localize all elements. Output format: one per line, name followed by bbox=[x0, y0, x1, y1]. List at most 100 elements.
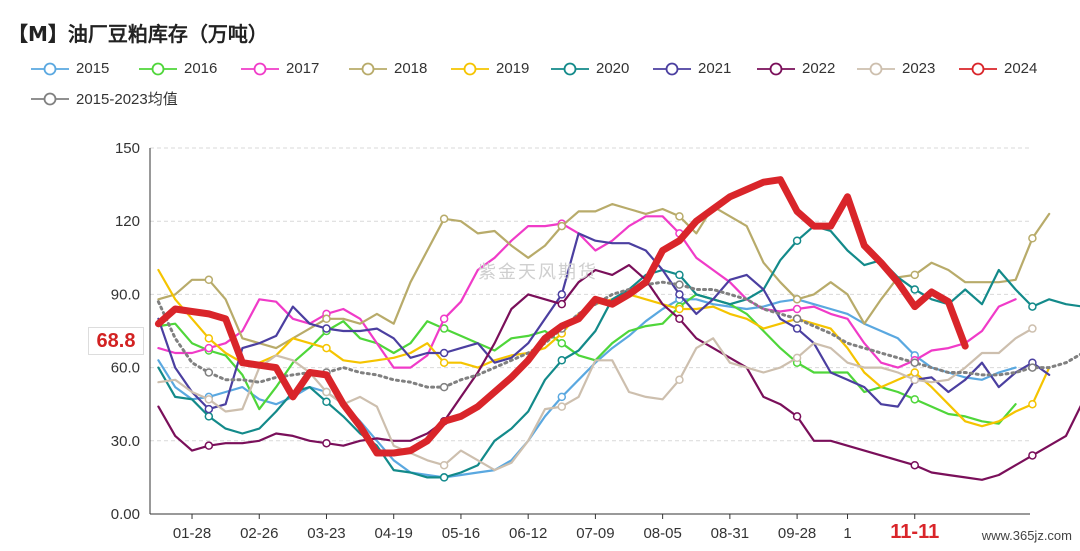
data-point-2022 bbox=[675, 314, 684, 324]
data-point-2015 bbox=[557, 392, 567, 402]
y-tick-label: 30.0 bbox=[111, 433, 140, 450]
y-tick-label: 120 bbox=[115, 213, 140, 230]
series-line-2020 bbox=[157, 225, 1080, 479]
data-point-2019 bbox=[204, 334, 214, 343]
site-watermark: www.365jz.com bbox=[981, 528, 1072, 543]
x-tick-label: 08-05 bbox=[643, 525, 681, 542]
data-point-2019 bbox=[675, 304, 684, 314]
data-point-avg bbox=[204, 368, 214, 377]
center-watermark: 紫金天风期货 bbox=[478, 262, 598, 283]
legend-item-2018[interactable]: 2018 bbox=[348, 60, 427, 77]
legend-symbol-icon bbox=[139, 62, 177, 75]
legend-label: 2018 bbox=[394, 60, 428, 77]
data-point-2023 bbox=[910, 375, 919, 385]
series-line-2018 bbox=[157, 203, 1051, 350]
legend-symbol-icon bbox=[653, 62, 691, 75]
data-point-avg bbox=[1028, 363, 1037, 372]
legend-symbol-icon bbox=[551, 62, 589, 75]
data-point-2020 bbox=[204, 412, 214, 421]
x-tick-label: 09-28 bbox=[778, 525, 816, 542]
x-tick-label: 04-19 bbox=[375, 525, 413, 542]
legend-symbol-icon bbox=[857, 62, 895, 75]
legend-item-avg[interactable]: 2015-2023均值 bbox=[30, 88, 178, 109]
data-point-2016 bbox=[910, 395, 919, 404]
data-point-2020 bbox=[557, 356, 567, 365]
legend-symbol-icon bbox=[959, 62, 997, 75]
data-point-2021 bbox=[204, 404, 214, 414]
data-point-2017 bbox=[792, 304, 802, 314]
data-point-2022 bbox=[557, 299, 567, 309]
data-point-2018 bbox=[439, 214, 449, 224]
x-tick-label: 06-12 bbox=[509, 525, 547, 542]
y-tick-label: 0.00 bbox=[111, 506, 140, 523]
data-point-2022 bbox=[1028, 451, 1037, 460]
data-point-2018 bbox=[557, 221, 567, 231]
series-line-2023 bbox=[157, 327, 1034, 472]
data-point-2023 bbox=[439, 460, 449, 470]
y-tick-label: 90.0 bbox=[111, 286, 140, 303]
data-point-2019 bbox=[1028, 399, 1037, 409]
data-point-2020 bbox=[910, 285, 919, 294]
legend-label: 2016 bbox=[184, 60, 218, 77]
legend-item-2022[interactable]: 2022 bbox=[756, 60, 835, 77]
data-point-2017 bbox=[439, 314, 449, 324]
data-point-2019 bbox=[910, 368, 919, 377]
legend-label: 2022 bbox=[802, 60, 836, 77]
legend-label: 2024 bbox=[1004, 60, 1038, 77]
data-point-2018 bbox=[910, 270, 919, 280]
data-point-2021 bbox=[675, 290, 684, 299]
series-line-2015 bbox=[157, 298, 1017, 479]
data-point-2018 bbox=[792, 295, 802, 304]
data-point-avg bbox=[910, 358, 919, 367]
legend-symbol-icon bbox=[451, 62, 489, 75]
y-tick-label: 150 bbox=[115, 140, 140, 157]
data-point-2018 bbox=[204, 275, 214, 285]
legend-item-2024[interactable]: 2024 bbox=[958, 60, 1037, 77]
legend-item-2023[interactable]: 2023 bbox=[856, 60, 935, 77]
series-line-2016 bbox=[157, 293, 1017, 425]
y-tick-label: 60.0 bbox=[111, 360, 140, 377]
legend-item-2017[interactable]: 2017 bbox=[240, 60, 319, 77]
legend-label: 2017 bbox=[286, 60, 320, 77]
data-point-2023 bbox=[1028, 324, 1037, 333]
data-point-2020 bbox=[439, 473, 449, 482]
data-point-2019 bbox=[439, 358, 449, 367]
data-point-2017 bbox=[204, 343, 214, 353]
x-tick-label: 08-31 bbox=[711, 525, 749, 542]
data-point-2018 bbox=[1028, 234, 1037, 243]
series-line-2017 bbox=[157, 215, 1017, 369]
data-point-2021 bbox=[557, 290, 567, 299]
data-point-2023 bbox=[204, 395, 214, 404]
x-tick-label: 05-16 bbox=[442, 525, 480, 542]
series-line-2021 bbox=[157, 232, 1051, 411]
data-point-2019 bbox=[322, 343, 331, 353]
x-tick-label: 02-26 bbox=[240, 525, 278, 542]
legend-item-2015[interactable]: 2015 bbox=[30, 60, 109, 77]
data-point-2021 bbox=[792, 324, 802, 333]
legend-label: 2021 bbox=[698, 60, 732, 77]
legend-item-2016[interactable]: 2016 bbox=[138, 60, 217, 77]
data-point-2022 bbox=[792, 412, 802, 421]
legend-label: 2015 bbox=[76, 60, 110, 77]
series-line-2024 bbox=[154, 176, 969, 457]
series-line-2022 bbox=[157, 264, 1080, 481]
legend-label: 2023 bbox=[902, 60, 936, 77]
data-point-2022 bbox=[910, 460, 919, 470]
data-point-avg bbox=[439, 382, 449, 392]
legend-label: 2015-2023均值 bbox=[76, 91, 178, 108]
data-point-2023 bbox=[557, 402, 567, 411]
chart-title: 【M】油厂豆粕库存（万吨） bbox=[8, 22, 268, 46]
x-tick-label: 01-28 bbox=[173, 525, 211, 542]
legend-item-2020[interactable]: 2020 bbox=[550, 60, 629, 77]
legend-symbol-icon bbox=[31, 62, 69, 75]
legend-symbol-icon bbox=[241, 62, 279, 75]
x-tick-label: 07-09 bbox=[576, 525, 614, 542]
legend-symbol-icon bbox=[31, 92, 69, 105]
last-value-label: 68.8 bbox=[88, 327, 144, 355]
data-point-2016 bbox=[557, 338, 567, 348]
legend-item-2021[interactable]: 2021 bbox=[652, 60, 731, 77]
legend-item-2019[interactable]: 2019 bbox=[450, 60, 529, 77]
data-point-2023 bbox=[322, 387, 331, 397]
legend-label: 2019 bbox=[496, 60, 530, 77]
